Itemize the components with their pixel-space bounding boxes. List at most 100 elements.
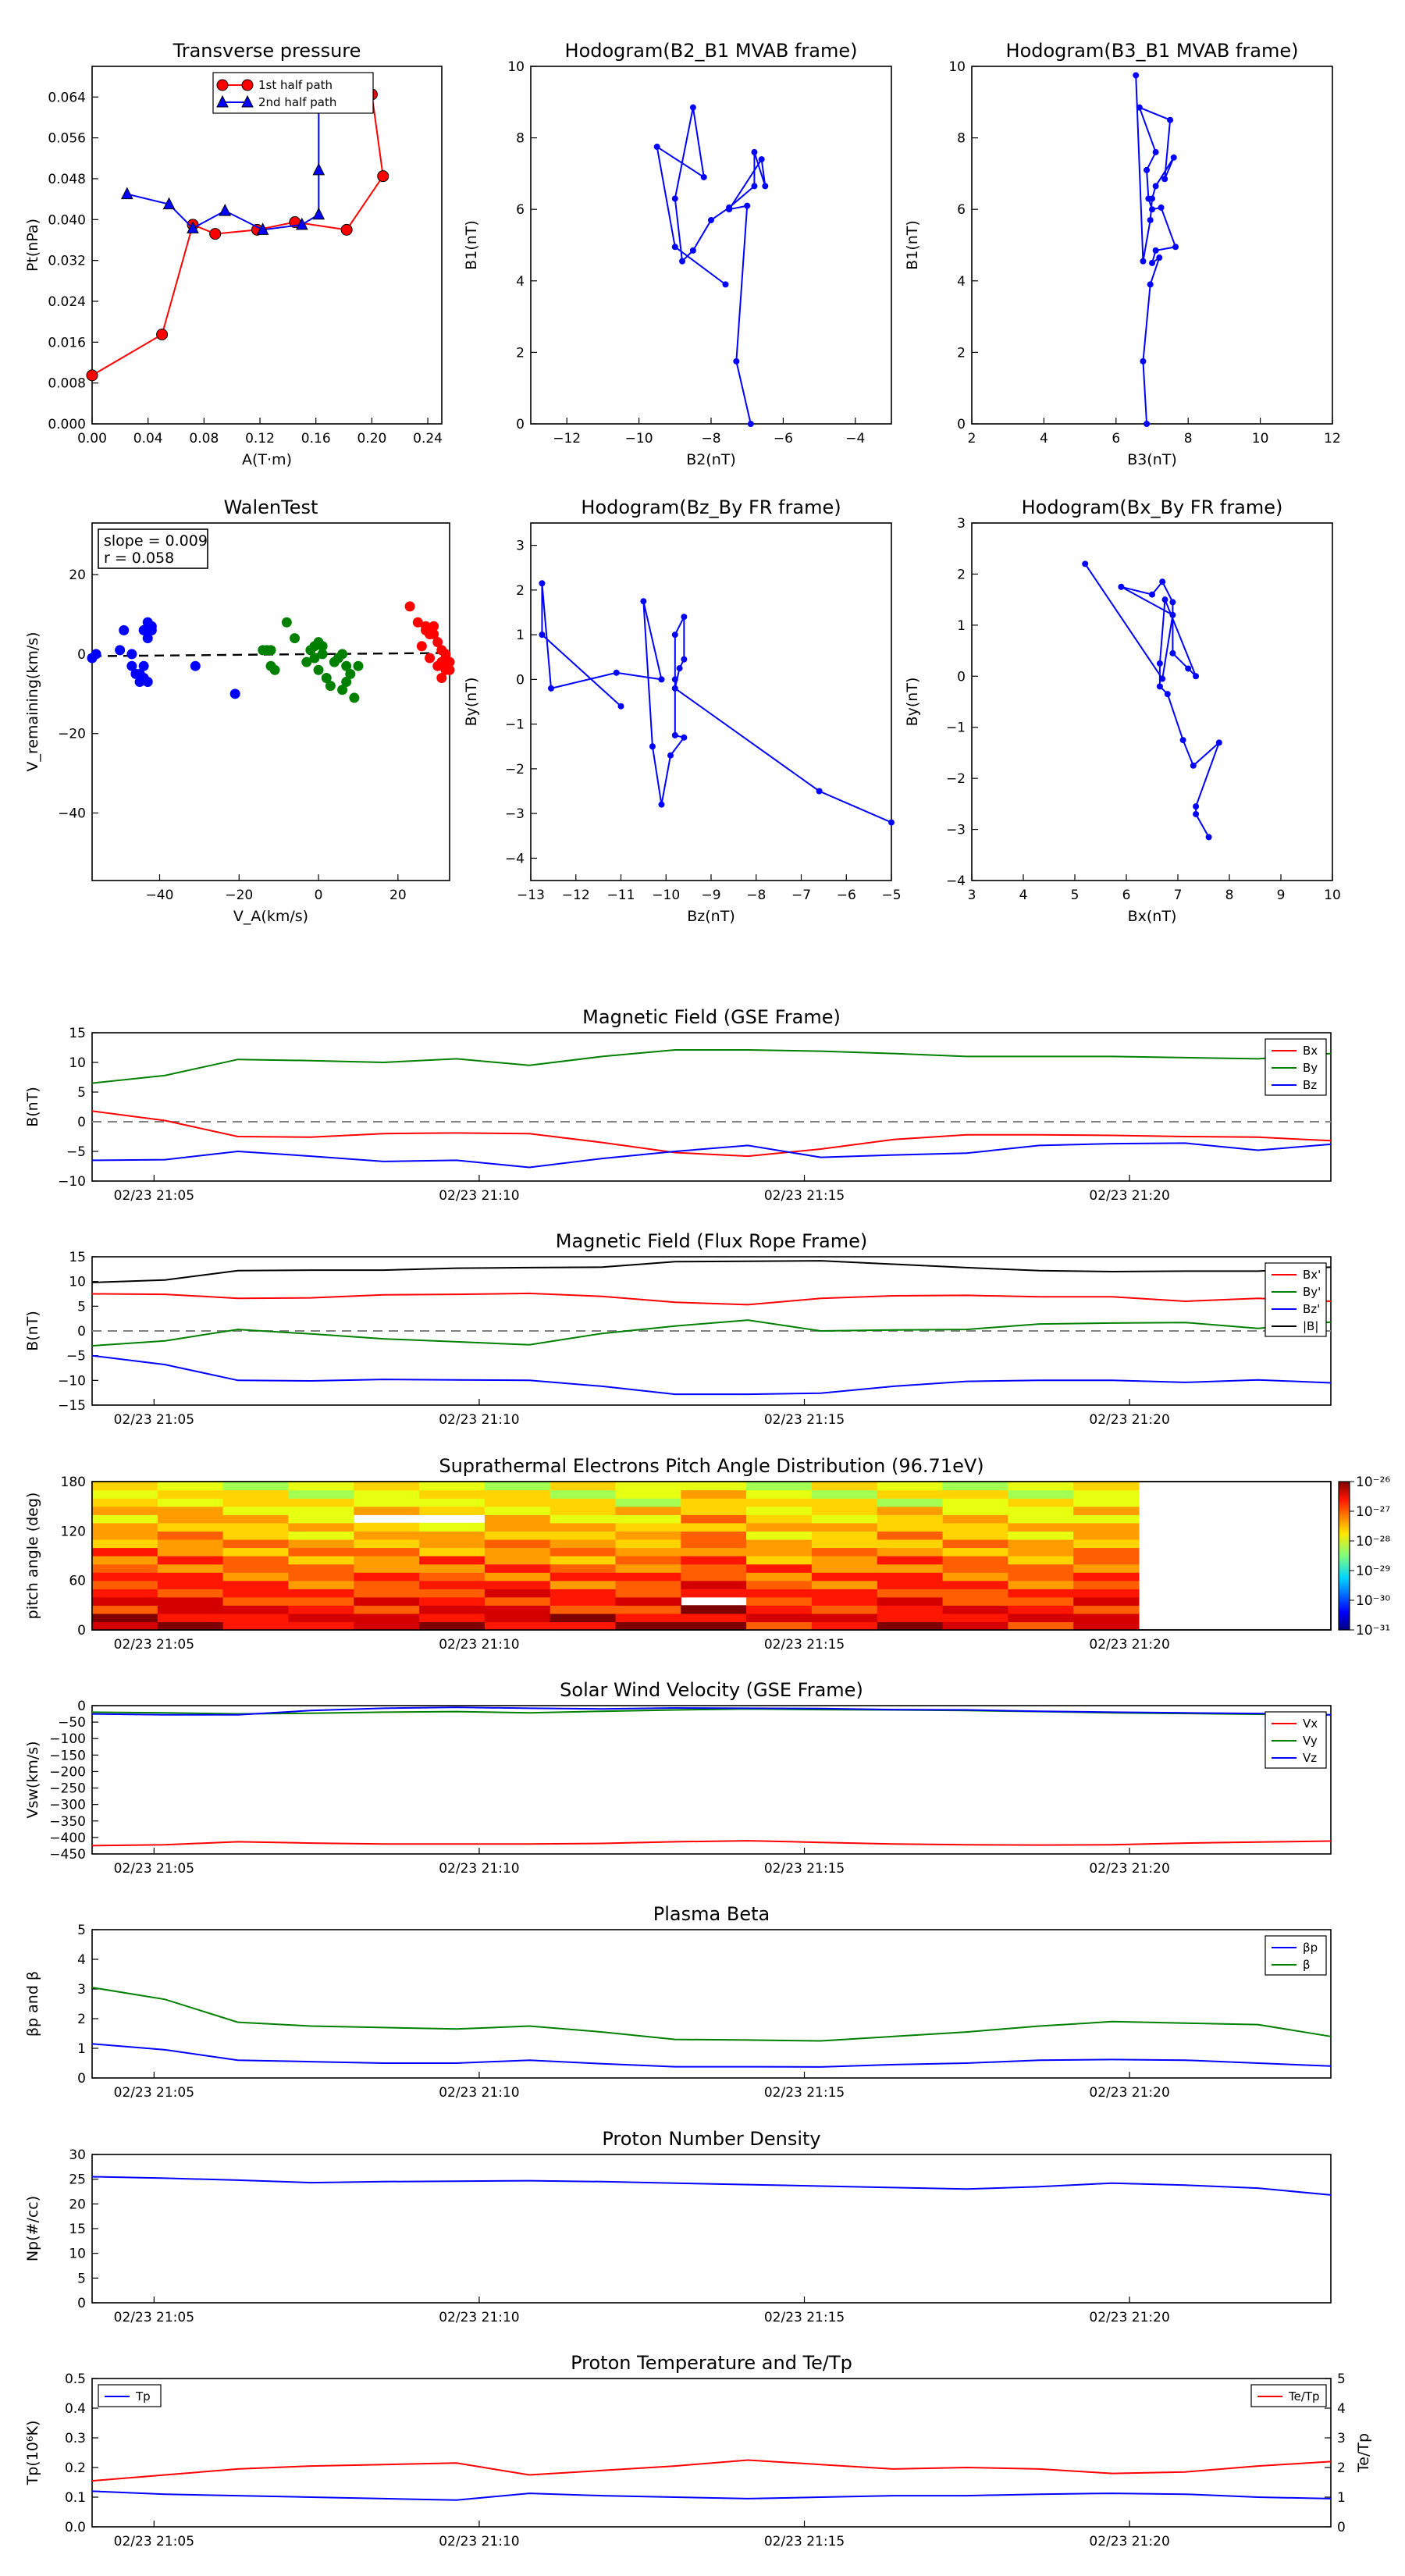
data-point: [209, 228, 222, 240]
data-point: [444, 656, 455, 667]
series-line: [91, 1049, 1332, 1084]
heatmap-cell: [484, 1489, 551, 1499]
x-tick-label: 0.24: [413, 431, 443, 447]
heatmap-cell: [92, 1531, 158, 1540]
heatmap-cell: [1008, 1580, 1074, 1589]
heatmap-cell: [746, 1482, 813, 1491]
heatmap-cell: [354, 1522, 420, 1532]
data-point: [744, 202, 751, 209]
heatmap-cell: [877, 1547, 944, 1557]
data-point: [1147, 216, 1154, 223]
heatmap-cell: [157, 1621, 224, 1631]
legend-label: Bx': [1303, 1268, 1321, 1282]
data-point: [162, 197, 176, 210]
y-tick-label: −10: [58, 1373, 86, 1389]
heatmap-cell: [942, 1580, 1008, 1589]
heatmap-cell: [942, 1547, 1008, 1557]
heatmap-cell: [1008, 1522, 1074, 1532]
chart-title: Suprathermal Electrons Pitch Angle Distr…: [439, 1455, 984, 1477]
y-tick-label: 0.040: [48, 212, 86, 228]
heatmap-cell: [942, 1522, 1008, 1532]
x-tick-label: −20: [225, 888, 253, 903]
y-axis-label: B(nT): [24, 1087, 41, 1127]
heatmap-cell: [288, 1489, 354, 1499]
y-tick-label: 4: [77, 1952, 86, 1968]
data-point: [539, 632, 546, 639]
heatmap-cell: [288, 1621, 354, 1631]
x-tick-label: 3: [968, 888, 976, 903]
heatmap-cell: [288, 1572, 354, 1582]
y-axis-label: Tp(10⁶K): [24, 2421, 41, 2486]
heatmap-cell: [746, 1489, 813, 1499]
x-tick-label: 02/23 21:10: [439, 1861, 519, 1877]
heatmap-cell: [222, 1580, 289, 1589]
heatmap-cell: [942, 1572, 1008, 1582]
heatmap-cell: [615, 1489, 681, 1499]
axes-frame: [91, 1032, 1332, 1182]
heatmap-cell: [681, 1506, 747, 1515]
heatmap-cell: [1008, 1547, 1074, 1557]
heatmap-cell: [877, 1531, 944, 1540]
heatmap-cell: [419, 1605, 486, 1614]
data-point: [888, 819, 895, 826]
data-point: [142, 633, 153, 644]
y-axis-label: B(nT): [24, 1311, 41, 1351]
heatmap-cell: [222, 1514, 289, 1524]
colorbar: [1338, 1481, 1350, 1631]
data-point: [751, 148, 758, 155]
y-tick-label: 25: [69, 2172, 86, 2188]
heatmap-cell: [811, 1531, 878, 1540]
heatmap-cell: [811, 1613, 878, 1623]
y-tick-label: 0: [957, 669, 966, 685]
heatmap-cell: [1073, 1605, 1140, 1614]
x-tick-label: 6: [1112, 431, 1120, 447]
x-axis-label: B3(nT): [1127, 451, 1177, 468]
y-tick-label: 2: [516, 345, 525, 361]
heatmap-cell: [615, 1613, 681, 1623]
heatmap-cell: [550, 1580, 617, 1589]
data-point: [317, 641, 328, 652]
legend-label: 1st half path: [258, 78, 333, 92]
heatmap-cell: [877, 1572, 944, 1582]
heatmap-cell: [222, 1531, 289, 1540]
heatmap-cell: [222, 1572, 289, 1582]
y-tick-label: −1: [505, 717, 525, 733]
x-tick-label: −7: [791, 888, 811, 903]
data-point: [377, 170, 389, 183]
heatmap-cell: [157, 1531, 224, 1540]
data-point: [1144, 166, 1151, 173]
heatmap-cell: [746, 1580, 813, 1589]
data-point: [138, 624, 149, 635]
heatmap-cell: [1073, 1564, 1140, 1573]
heatmap-cell: [354, 1531, 420, 1540]
heatmap-cell: [288, 1482, 354, 1491]
heatmap-cell: [877, 1498, 944, 1507]
data-point: [671, 676, 678, 683]
heatmap-cell: [681, 1547, 747, 1557]
heatmap-cell: [419, 1498, 486, 1507]
x-tick-label: 8: [1225, 888, 1234, 903]
y-tick-label: 2: [957, 567, 966, 582]
heatmap-cell: [615, 1514, 681, 1524]
data-point: [313, 664, 324, 675]
heatmap-cell: [811, 1522, 878, 1532]
data-point: [312, 162, 325, 176]
data-point: [722, 281, 729, 288]
data-point: [649, 743, 656, 750]
y-tick-label: 0: [77, 1699, 86, 1714]
data-point: [539, 580, 546, 587]
heatmap-cell: [681, 1482, 747, 1491]
heatmap-cell: [942, 1482, 1008, 1491]
heatmap-cell: [157, 1556, 224, 1565]
legend-label: |B|: [1303, 1319, 1318, 1333]
heatmap-cell: [681, 1572, 747, 1582]
x-tick-label: 02/23 21:20: [1089, 2085, 1169, 2101]
x-tick-label: −4: [845, 431, 865, 447]
heatmap-cell: [550, 1564, 617, 1573]
heatmap-cell: [222, 1605, 289, 1614]
heatmap-cell: [157, 1580, 224, 1589]
y-tick-label: −450: [49, 1847, 86, 1863]
data-point: [281, 617, 292, 628]
y-tick-label: −150: [49, 1748, 86, 1763]
heatmap-cell: [811, 1572, 878, 1582]
